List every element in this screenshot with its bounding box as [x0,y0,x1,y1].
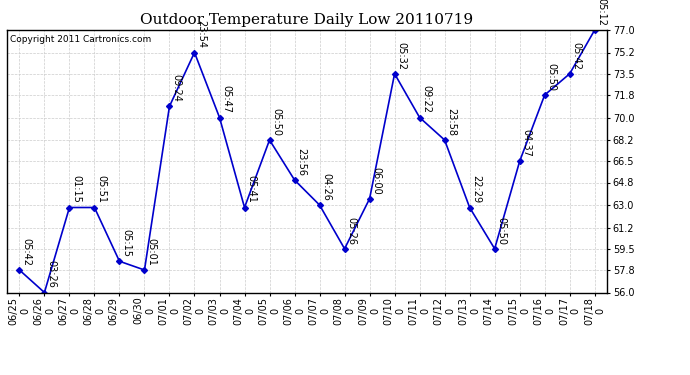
Text: 05:01: 05:01 [146,238,157,266]
Title: Outdoor Temperature Daily Low 20110719: Outdoor Temperature Daily Low 20110719 [141,13,473,27]
Text: 05:41: 05:41 [246,176,257,203]
Text: 04:37: 04:37 [522,129,531,157]
Text: 03:26: 03:26 [46,261,57,288]
Text: Copyright 2011 Cartronics.com: Copyright 2011 Cartronics.com [10,35,151,44]
Text: 05:26: 05:26 [346,217,357,244]
Text: 23:58: 23:58 [446,108,457,136]
Text: 05:42: 05:42 [21,238,31,266]
Text: 05:32: 05:32 [397,42,406,70]
Text: 05:50: 05:50 [497,217,506,244]
Text: 09:24: 09:24 [171,74,181,102]
Text: 06:00: 06:00 [371,167,382,195]
Text: 23:54: 23:54 [197,20,206,48]
Text: 05:15: 05:15 [121,229,131,257]
Text: 05:42: 05:42 [571,42,582,70]
Text: 05:50: 05:50 [271,108,282,136]
Text: 01:15: 01:15 [71,176,81,203]
Text: 05:12: 05:12 [597,0,607,26]
Text: 22:29: 22:29 [471,175,482,203]
Text: 05:50: 05:50 [546,63,557,91]
Text: 09:22: 09:22 [422,86,431,113]
Text: 05:51: 05:51 [97,176,106,203]
Text: 05:47: 05:47 [221,86,231,113]
Text: 23:56: 23:56 [297,148,306,176]
Text: 04:26: 04:26 [322,173,331,201]
